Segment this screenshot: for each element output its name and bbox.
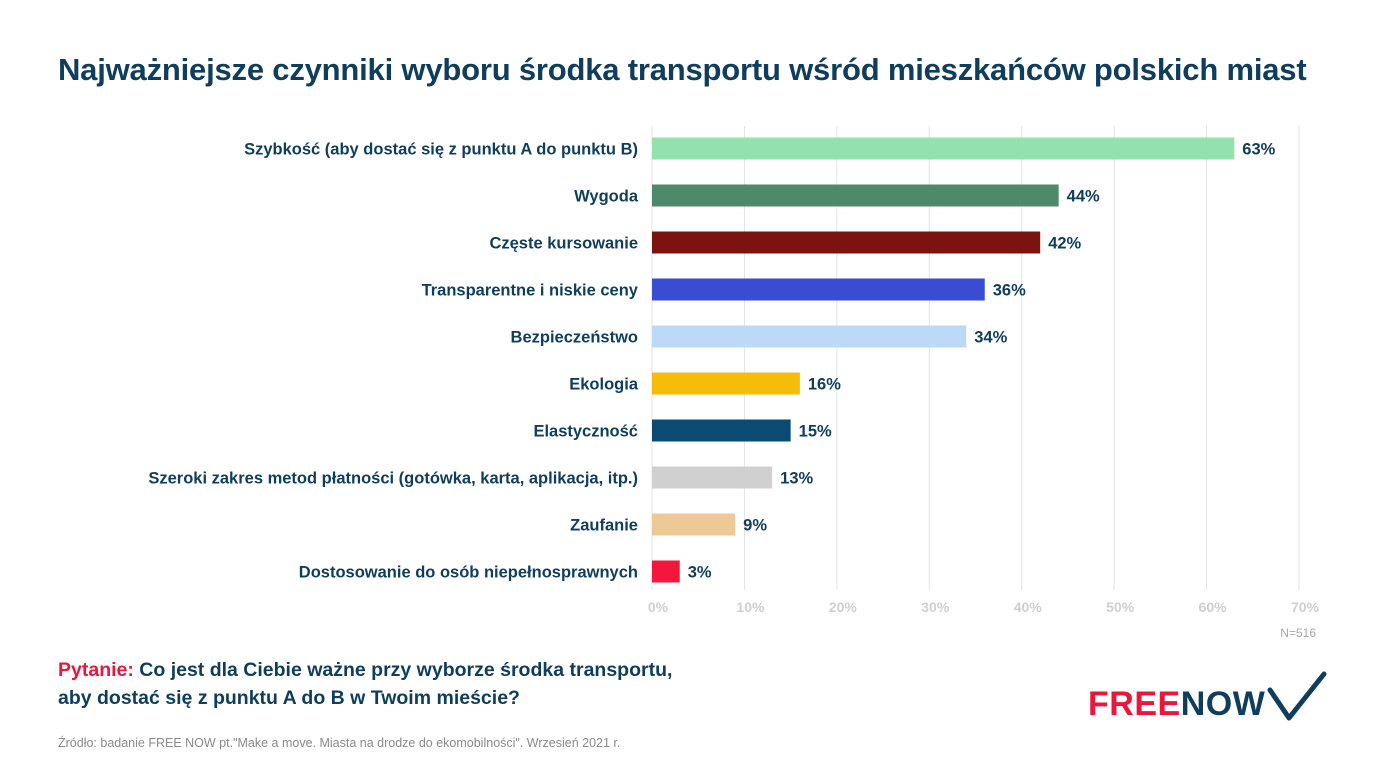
value-label: 44% — [1067, 188, 1100, 206]
bar — [652, 231, 1041, 254]
bar — [652, 372, 800, 395]
x-tick-label: 40% — [1014, 599, 1043, 615]
category-label: Częste kursowanie — [489, 235, 638, 253]
bar — [652, 466, 773, 489]
x-tick-label: 50% — [1106, 599, 1135, 615]
value-label: 36% — [993, 282, 1026, 300]
bar — [652, 278, 985, 301]
logo-wordmark: FREENOW — [1088, 684, 1265, 724]
bar — [652, 513, 736, 536]
value-label: 16% — [808, 376, 841, 394]
value-label: 42% — [1048, 235, 1081, 253]
bar — [652, 419, 791, 442]
value-label: 9% — [743, 517, 767, 535]
value-label: 13% — [780, 470, 813, 488]
bar — [652, 560, 680, 583]
value-label: 3% — [688, 564, 712, 582]
chevron-v-icon — [1267, 671, 1327, 721]
page-title: Najważniejsze czynniki wyboru środka tra… — [58, 52, 1307, 87]
logo-free: FREE — [1088, 685, 1181, 723]
x-axis-ticks: 0% 10% 20% 30% 40% 50% 60% 70% — [648, 599, 1320, 615]
x-tick-label: 30% — [921, 599, 950, 615]
bar — [652, 325, 967, 348]
category-label: Bezpieczeństwo — [511, 329, 638, 347]
bar — [652, 137, 1235, 160]
x-tick-label: 20% — [829, 599, 858, 615]
category-label: Transparentne i niskie ceny — [422, 282, 639, 300]
logo-now: NOW — [1180, 685, 1266, 723]
value-label: 34% — [974, 329, 1007, 347]
question-prefix: Pytanie: — [58, 659, 134, 681]
x-tick-label: 70% — [1291, 599, 1320, 615]
bar — [652, 184, 1059, 207]
x-tick-label: 10% — [736, 599, 765, 615]
value-labels: 63% 44% 42% 36% 34% 16% 15% 13% 9% 3% — [688, 141, 1276, 582]
survey-question: Pytanie: Co jest dla Ciebie ważne przy w… — [58, 656, 818, 712]
category-label: Szybkość (aby dostać się z punktu A do p… — [244, 141, 638, 159]
bars — [652, 137, 1235, 583]
free-now-logo: FREENOW — [1088, 670, 1327, 726]
question-line-2: aby dostać się z punktu A do B w Twoim m… — [58, 687, 520, 709]
x-tick-label: 60% — [1199, 599, 1228, 615]
category-label: Dostosowanie do osób niepełnosprawnych — [299, 564, 638, 582]
category-label: Wygoda — [574, 188, 639, 206]
value-label: 15% — [799, 423, 832, 441]
sample-size-note: N=516 — [1280, 626, 1316, 640]
question-line-1: Co jest dla Ciebie ważne przy wyborze śr… — [133, 659, 673, 681]
x-tick-label: 0% — [648, 599, 669, 615]
value-label: 63% — [1242, 141, 1275, 159]
category-label: Zaufanie — [570, 517, 638, 535]
bar-chart: Szybkość (aby dostać się z punktu A do p… — [148, 126, 1320, 615]
category-label: Szeroki zakres metod płatności (gotówka,… — [148, 470, 638, 488]
source-note: Źródło: badanie FREE NOW pt."Make a move… — [58, 736, 621, 750]
category-labels: Szybkość (aby dostać się z punktu A do p… — [148, 141, 638, 582]
category-label: Ekologia — [569, 376, 639, 394]
category-label: Elastyczność — [533, 423, 638, 441]
